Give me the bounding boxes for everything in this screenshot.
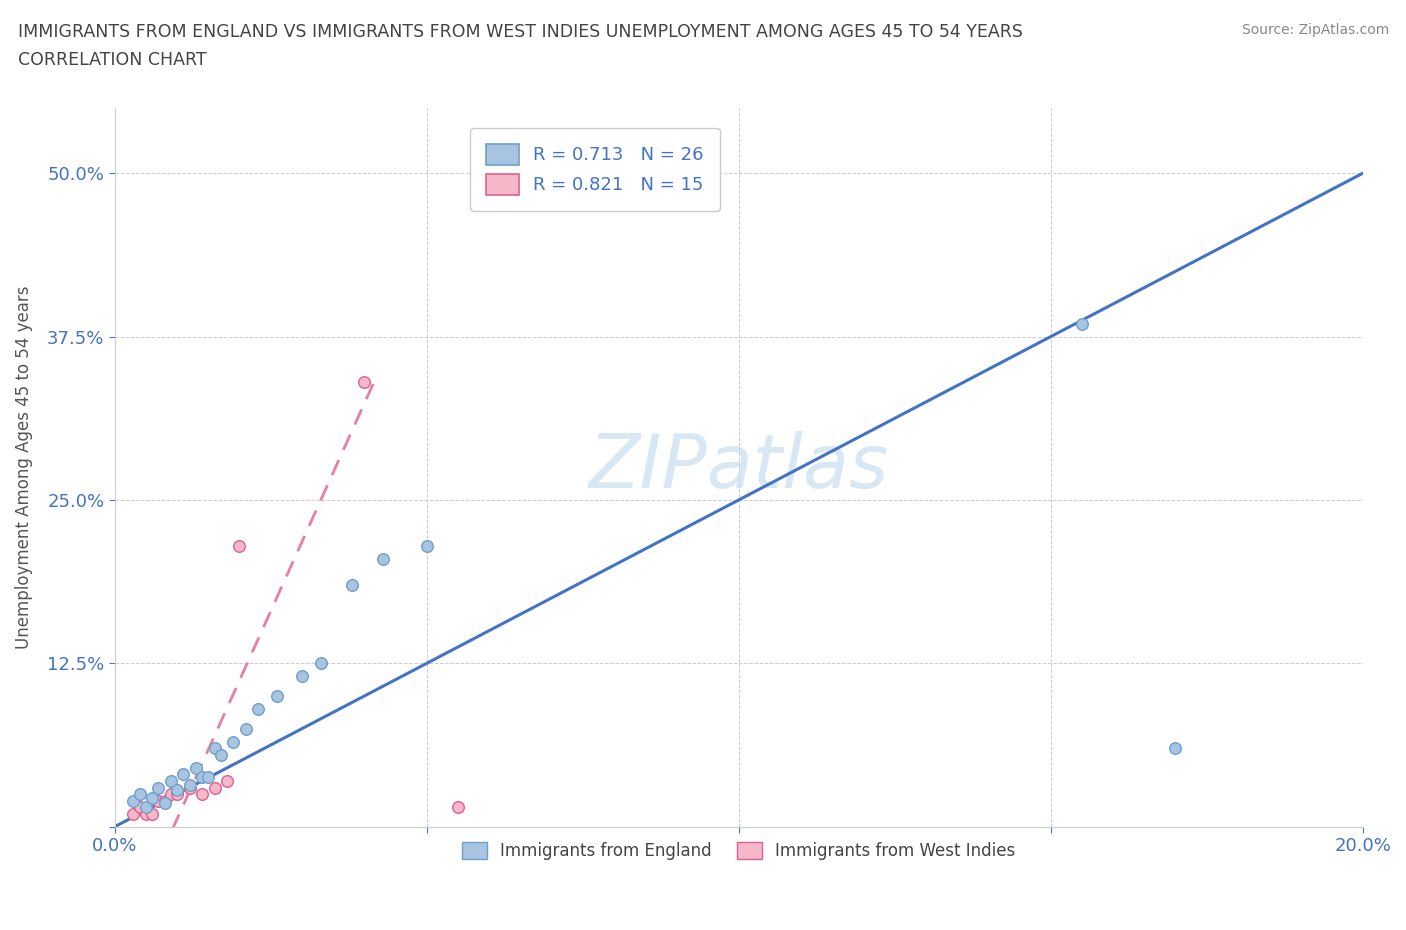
Point: [291, 669, 314, 684]
Point: [153, 793, 176, 808]
Legend: Immigrants from England, Immigrants from West Indies: Immigrants from England, Immigrants from…: [454, 834, 1024, 869]
Y-axis label: Unemployment Among Ages 45 to 54 years: Unemployment Among Ages 45 to 54 years: [15, 286, 32, 649]
Point: [148, 780, 170, 795]
Text: CORRELATION CHART: CORRELATION CHART: [18, 51, 207, 69]
Point: [128, 800, 150, 815]
Point: [228, 538, 250, 553]
Point: [128, 787, 150, 802]
Point: [160, 774, 183, 789]
Point: [204, 780, 226, 795]
Point: [166, 787, 188, 802]
Text: Source: ZipAtlas.com: Source: ZipAtlas.com: [1241, 23, 1389, 37]
Point: [266, 688, 288, 703]
Point: [209, 748, 232, 763]
Point: [179, 777, 201, 792]
Point: [247, 701, 270, 716]
Point: [135, 806, 157, 821]
Point: [122, 806, 145, 821]
Point: [184, 761, 207, 776]
Point: [166, 783, 188, 798]
Point: [197, 770, 219, 785]
Point: [135, 800, 157, 815]
Point: [222, 735, 245, 750]
Point: [191, 787, 214, 802]
Point: [447, 800, 470, 815]
Point: [371, 551, 394, 566]
Point: [309, 656, 332, 671]
Point: [340, 578, 363, 592]
Point: [215, 774, 238, 789]
Point: [148, 793, 170, 808]
Point: [141, 806, 163, 821]
Point: [160, 787, 183, 802]
Point: [415, 538, 437, 553]
Point: [141, 790, 163, 805]
Point: [1164, 741, 1187, 756]
Point: [191, 770, 214, 785]
Point: [204, 741, 226, 756]
Point: [122, 793, 145, 808]
Point: [1070, 316, 1092, 331]
Point: [172, 767, 194, 782]
Text: ZIPatlas: ZIPatlas: [589, 432, 889, 503]
Point: [153, 796, 176, 811]
Point: [353, 375, 375, 390]
Point: [235, 722, 257, 737]
Point: [179, 780, 201, 795]
Text: IMMIGRANTS FROM ENGLAND VS IMMIGRANTS FROM WEST INDIES UNEMPLOYMENT AMONG AGES 4: IMMIGRANTS FROM ENGLAND VS IMMIGRANTS FR…: [18, 23, 1024, 41]
